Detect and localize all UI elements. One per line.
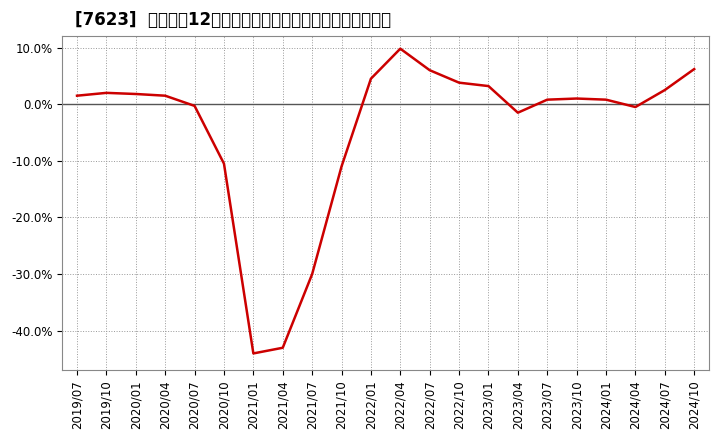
Text: [7623]  売上高の12か月移動合計の対前年同期増減率の推移: [7623] 売上高の12か月移動合計の対前年同期増減率の推移 [76,11,392,29]
